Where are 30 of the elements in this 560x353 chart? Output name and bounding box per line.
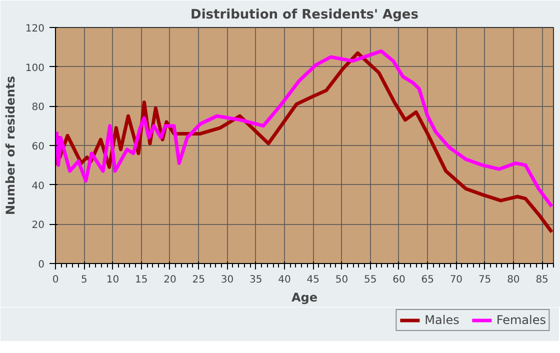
x-tick-label: 0	[52, 274, 59, 286]
y-tick-label: 20	[32, 220, 45, 232]
chart-title: Distribution of Residents' Ages	[190, 8, 419, 22]
y-tick-label: 60	[32, 142, 45, 152]
x-tick-label: 75	[478, 274, 492, 286]
x-tick-label: 10	[106, 274, 120, 286]
y-tick-label: 120	[25, 24, 45, 34]
x-tick-label: 35	[249, 274, 262, 286]
x-tick-label: 55	[364, 274, 377, 286]
x-tick-label: 30	[220, 274, 234, 286]
x-tick-label: 40	[278, 274, 291, 286]
x-tick-label: 60	[392, 274, 406, 286]
y-tick-label: 80	[32, 102, 45, 114]
x-tick-label: 65	[421, 274, 434, 286]
x-tick-label: 50	[335, 274, 348, 286]
y-axis-title: Number of residents	[3, 76, 18, 216]
y-tick-label: 40	[32, 180, 45, 192]
y-tick-label: 0	[38, 260, 45, 270]
legend-label: Males	[424, 313, 460, 327]
legend-label: Females	[496, 313, 546, 327]
y-tick-label: 100	[25, 62, 45, 74]
x-axis-title: Age	[291, 290, 318, 304]
x-tick-label: 85	[536, 274, 548, 286]
x-tick-label: 20	[164, 274, 176, 286]
x-tick-label: 70	[450, 274, 463, 286]
x-tick-label: 45	[306, 274, 320, 286]
x-tick-label: 15	[135, 274, 148, 286]
x-tick-label: 80	[507, 274, 520, 286]
x-tick-label: 5	[80, 274, 88, 286]
x-tick-label: 25	[192, 274, 205, 286]
